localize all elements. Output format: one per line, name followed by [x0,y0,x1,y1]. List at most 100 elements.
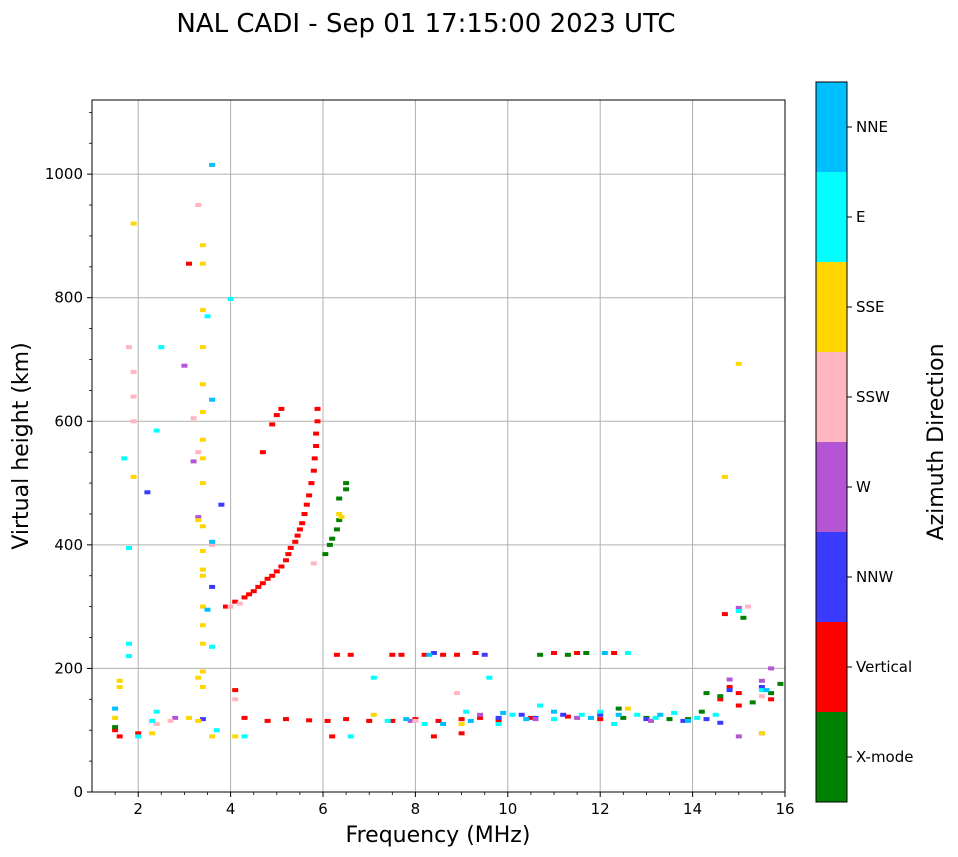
data-point-vertical [564,714,571,719]
data-point-x-mode [343,487,350,492]
x-axis-label: Frequency (MHz) [346,823,531,848]
data-point-nne [426,652,433,657]
data-point-x-mode [336,496,343,501]
data-point-e [578,712,585,717]
data-point-sse [458,722,465,726]
data-point-vertical [329,734,336,739]
data-point-vertical [246,592,253,597]
data-point-e [463,709,470,714]
data-point-nne [467,718,474,723]
data-point-vertical [116,734,123,739]
data-point-nnw [560,712,567,717]
colorbar-segment [816,712,847,802]
data-point-x-mode [329,536,336,541]
data-point-sse [199,456,206,461]
data-point-nne [615,712,622,717]
data-point-vertical [259,581,266,586]
plot-area [92,100,785,792]
data-point-vertical [299,521,306,526]
data-point-x-mode [537,652,544,657]
data-point-ssw [126,345,132,350]
data-point-nne [403,717,410,722]
data-point-sse [195,675,202,680]
data-point-vertical [112,728,119,733]
data-point-e [213,728,220,733]
x-tick-label: 4 [226,800,236,818]
y-tick-label: 1000 [45,165,83,183]
data-point-ssw [758,694,765,699]
data-point-e [153,709,160,714]
data-point-vertical [273,569,280,574]
data-point-nnw [199,717,206,722]
data-point-nne [763,688,770,693]
data-point-w [190,459,197,464]
x-tick-label: 14 [683,800,702,818]
data-point-e [153,428,160,433]
data-point-sse [130,221,137,226]
data-point-vertical [495,718,502,723]
data-point-sse [232,734,239,739]
data-point-ssw [745,604,751,609]
data-point-ssw [454,691,460,696]
data-point-vertical [223,604,229,609]
grid-lines [92,100,785,792]
data-point-vertical [472,651,479,655]
y-tick-label: 0 [73,783,83,801]
colorbar-segment [816,532,847,622]
colorbar-tick-label: SSW [856,388,890,406]
data-point-w [477,712,484,717]
data-point-vertical [430,734,437,739]
x-tick-label: 8 [411,800,421,818]
data-point-ssw [130,419,137,424]
data-point-sse [199,308,206,313]
colorbar-tick-label: SSE [856,298,885,316]
data-point-e [384,718,391,723]
data-point-nne [112,706,119,711]
data-point-nne [204,607,211,612]
data-point-vertical [333,652,340,657]
data-point-sse [199,685,206,689]
data-point-vertical [255,584,262,589]
data-point-nnw [430,651,437,655]
chart-title: NAL CADI - Sep 01 17:15:00 2023 UTC [176,9,675,39]
data-point-nnw [481,652,488,657]
data-point-vertical [135,731,142,736]
data-point-vertical [264,576,271,581]
data-point-vertical [303,502,310,507]
data-point-e [126,545,132,550]
data-point-sse [199,437,206,442]
data-point-sse [199,382,206,387]
data-point-vertical [477,715,484,720]
data-point-nne [500,710,507,715]
data-point-sse [199,410,206,414]
y-tick-label: 200 [54,659,83,677]
data-point-vertical [313,431,320,436]
colorbar-tick-label: NNW [856,568,893,586]
data-point-x-mode [740,615,747,620]
data-point-sse [338,515,345,520]
data-point-e [421,722,428,726]
x-tick-label: 10 [498,800,517,818]
data-point-x-mode [768,691,775,696]
data-point-w [735,605,742,610]
data-point-e [495,722,502,726]
data-point-x-mode [717,694,724,699]
data-point-sse [336,512,343,516]
data-point-w [172,715,179,720]
data-point-vertical [398,652,405,657]
data-point-nnw [518,712,525,717]
data-point-e [149,718,156,723]
data-point-vertical [343,717,350,722]
data-point-ssw [195,203,202,207]
data-point-e [671,710,678,715]
data-point-sse [195,518,202,523]
data-point-sse [149,731,156,736]
data-point-sse [624,706,631,711]
colorbar: X-mode Vertical NNW W SSW SSE E NNE [815,81,913,803]
data-point-vertical [597,717,604,722]
data-point-sse [370,712,377,717]
data-point-vertical [458,731,465,736]
data-point-ssw [236,601,243,606]
data-point-e [652,715,659,720]
data-point-w [735,734,742,739]
